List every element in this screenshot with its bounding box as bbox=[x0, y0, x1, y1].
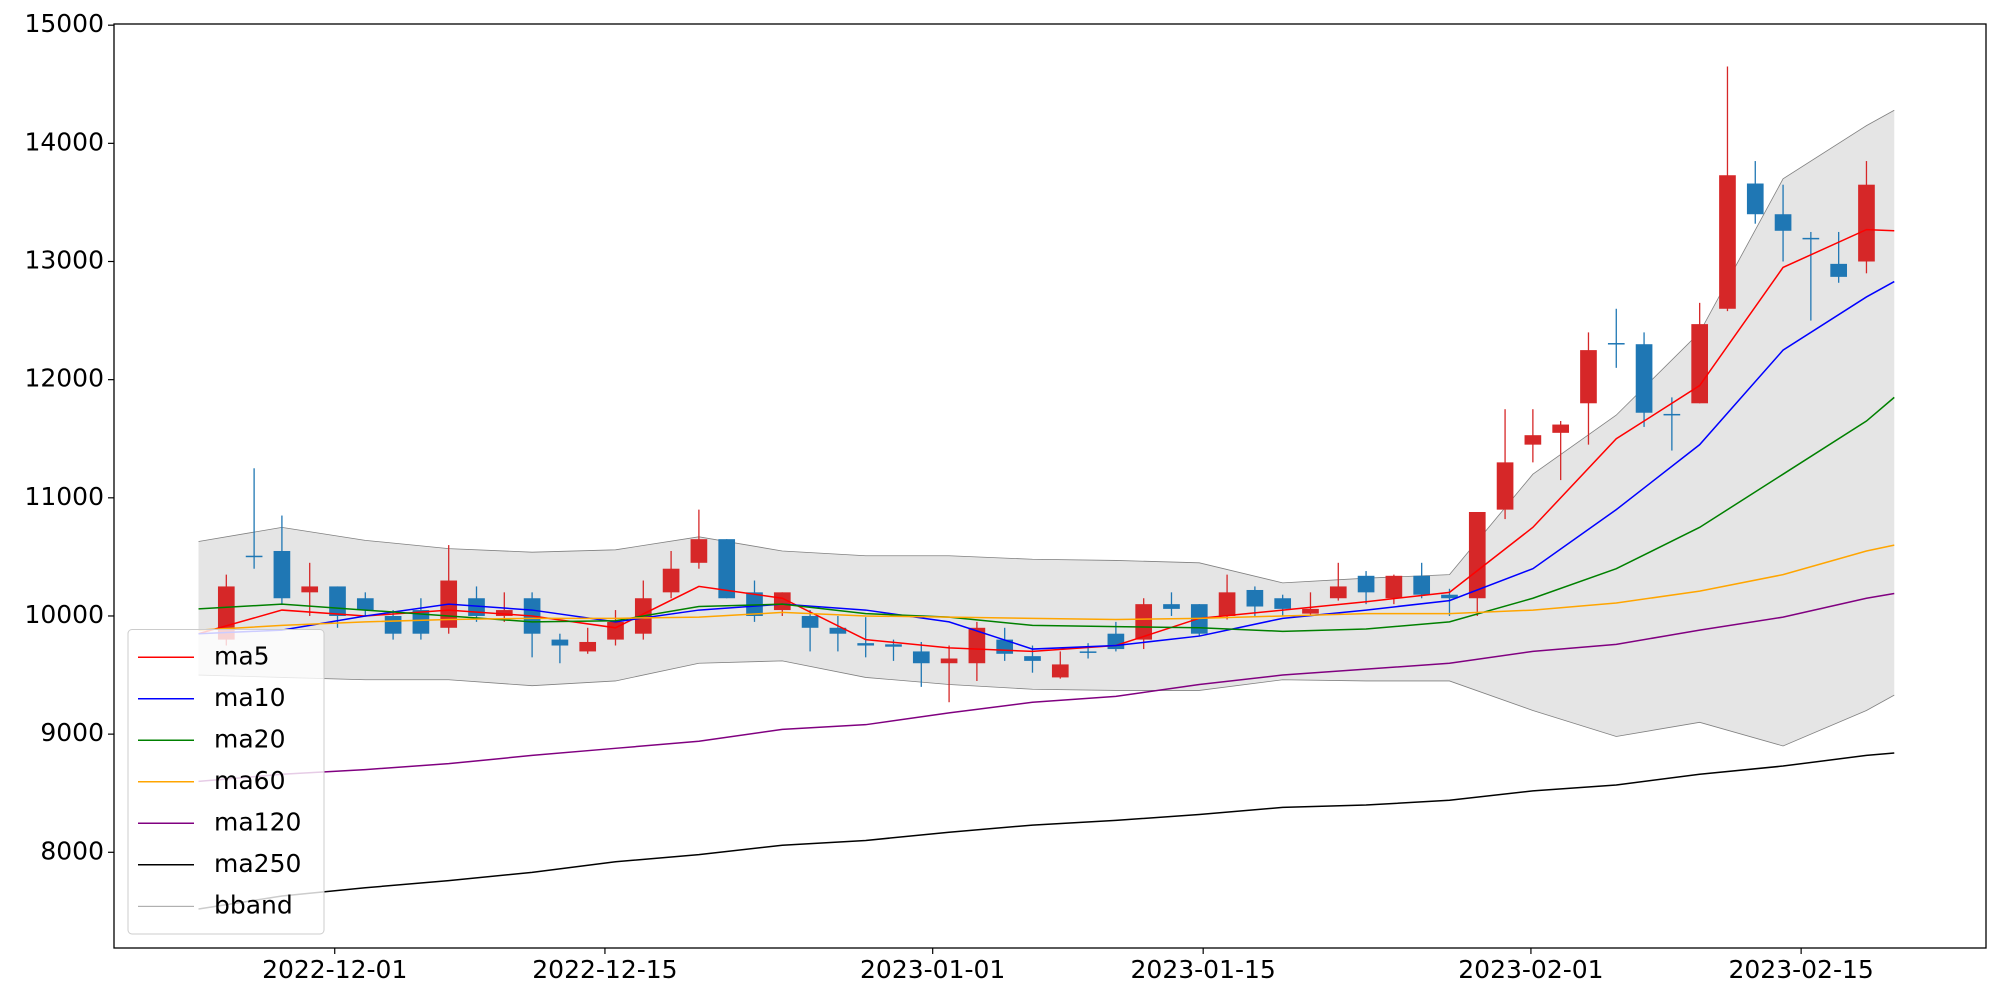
candle-body bbox=[1441, 594, 1458, 599]
candle-body bbox=[801, 615, 819, 628]
y-tick-label: 11000 bbox=[24, 482, 104, 511]
candle-body bbox=[1107, 633, 1125, 650]
candle-body bbox=[968, 627, 986, 664]
band-line bbox=[198, 660, 1895, 747]
candle-body bbox=[912, 651, 930, 664]
candle-body bbox=[1635, 344, 1653, 413]
candle-body bbox=[1691, 324, 1709, 404]
y-tick-label: 14000 bbox=[24, 127, 104, 156]
ma-line bbox=[198, 228, 1895, 653]
candle-body bbox=[1246, 589, 1264, 607]
candle-body bbox=[329, 586, 346, 616]
candle-body bbox=[1468, 511, 1486, 599]
x-tick-label: 2023-02-15 bbox=[1728, 955, 1873, 984]
y-tick-label: 8000 bbox=[40, 836, 104, 865]
candle-body bbox=[412, 610, 430, 634]
candle-body bbox=[1858, 184, 1875, 262]
candle-body bbox=[1135, 604, 1153, 640]
legend-label: ma20 bbox=[214, 724, 285, 753]
x-tick-label: 2023-01-01 bbox=[860, 955, 1005, 984]
candle-body bbox=[1413, 575, 1431, 595]
candle-body bbox=[1524, 435, 1542, 445]
candle-body bbox=[1580, 350, 1597, 404]
candle-body bbox=[1774, 214, 1792, 231]
band-line bbox=[198, 109, 1895, 584]
candle-body bbox=[245, 555, 263, 558]
candle-body bbox=[1051, 664, 1069, 678]
candle-body bbox=[940, 658, 958, 664]
candle-body bbox=[551, 639, 569, 646]
candle-body bbox=[1024, 656, 1041, 661]
legend-label: ma5 bbox=[214, 641, 270, 670]
ma-line bbox=[198, 544, 1895, 631]
x-tick-label: 2023-01-15 bbox=[1131, 955, 1276, 984]
candle-body bbox=[1218, 592, 1236, 616]
candle-body bbox=[857, 643, 875, 646]
candle-body bbox=[885, 644, 902, 647]
legend-label: bband bbox=[214, 890, 293, 919]
candle-body bbox=[1663, 413, 1681, 416]
candle-body bbox=[1607, 343, 1625, 345]
legend: ma5 ma10 ma20 ma60 ma120 ma250 bband bbox=[127, 629, 325, 935]
candle-body bbox=[301, 586, 319, 593]
candle-body bbox=[1163, 604, 1180, 609]
plot-frame bbox=[113, 23, 1987, 949]
candle-body bbox=[1357, 575, 1375, 593]
ma-line bbox=[198, 752, 1895, 910]
y-tick-label: 12000 bbox=[24, 364, 104, 393]
legend-label: ma60 bbox=[214, 766, 285, 795]
candle-body bbox=[1302, 608, 1319, 614]
x-tick-label: 2022-12-15 bbox=[532, 955, 677, 984]
legend-box bbox=[127, 629, 325, 935]
y-tick-label: 10000 bbox=[24, 600, 104, 629]
y-tick-label: 15000 bbox=[24, 9, 104, 38]
candle-body bbox=[495, 610, 513, 616]
x-tick-label: 2022-12-01 bbox=[262, 955, 407, 984]
candle-body bbox=[1552, 424, 1570, 433]
candle-body bbox=[384, 615, 402, 634]
candle-body bbox=[773, 592, 791, 611]
candle-body bbox=[1329, 586, 1347, 599]
candle-body bbox=[1719, 175, 1736, 309]
candle-body bbox=[829, 627, 847, 634]
legend-label: ma250 bbox=[214, 849, 301, 878]
legend-label: ma10 bbox=[214, 683, 285, 712]
ma-line bbox=[198, 592, 1895, 783]
candle-body bbox=[718, 539, 736, 599]
y-tick-label: 13000 bbox=[24, 245, 104, 274]
y-tick-label: 9000 bbox=[40, 718, 104, 747]
candle-body bbox=[662, 568, 680, 593]
candle-body bbox=[1079, 651, 1097, 653]
candle-body bbox=[1830, 263, 1848, 277]
candle-body bbox=[1496, 462, 1514, 510]
candle-body bbox=[1802, 237, 1820, 240]
candle-body bbox=[1274, 598, 1292, 609]
candle-body bbox=[1385, 575, 1403, 599]
candle-body bbox=[1746, 183, 1764, 215]
candle-body bbox=[356, 598, 374, 611]
candle-body bbox=[746, 592, 763, 616]
candle-body bbox=[273, 550, 291, 599]
ma-line bbox=[198, 280, 1895, 650]
x-tick-label: 2023-02-01 bbox=[1458, 955, 1603, 984]
candle-body bbox=[690, 539, 708, 563]
candle-body bbox=[579, 641, 597, 652]
legend-label: ma120 bbox=[214, 807, 301, 836]
